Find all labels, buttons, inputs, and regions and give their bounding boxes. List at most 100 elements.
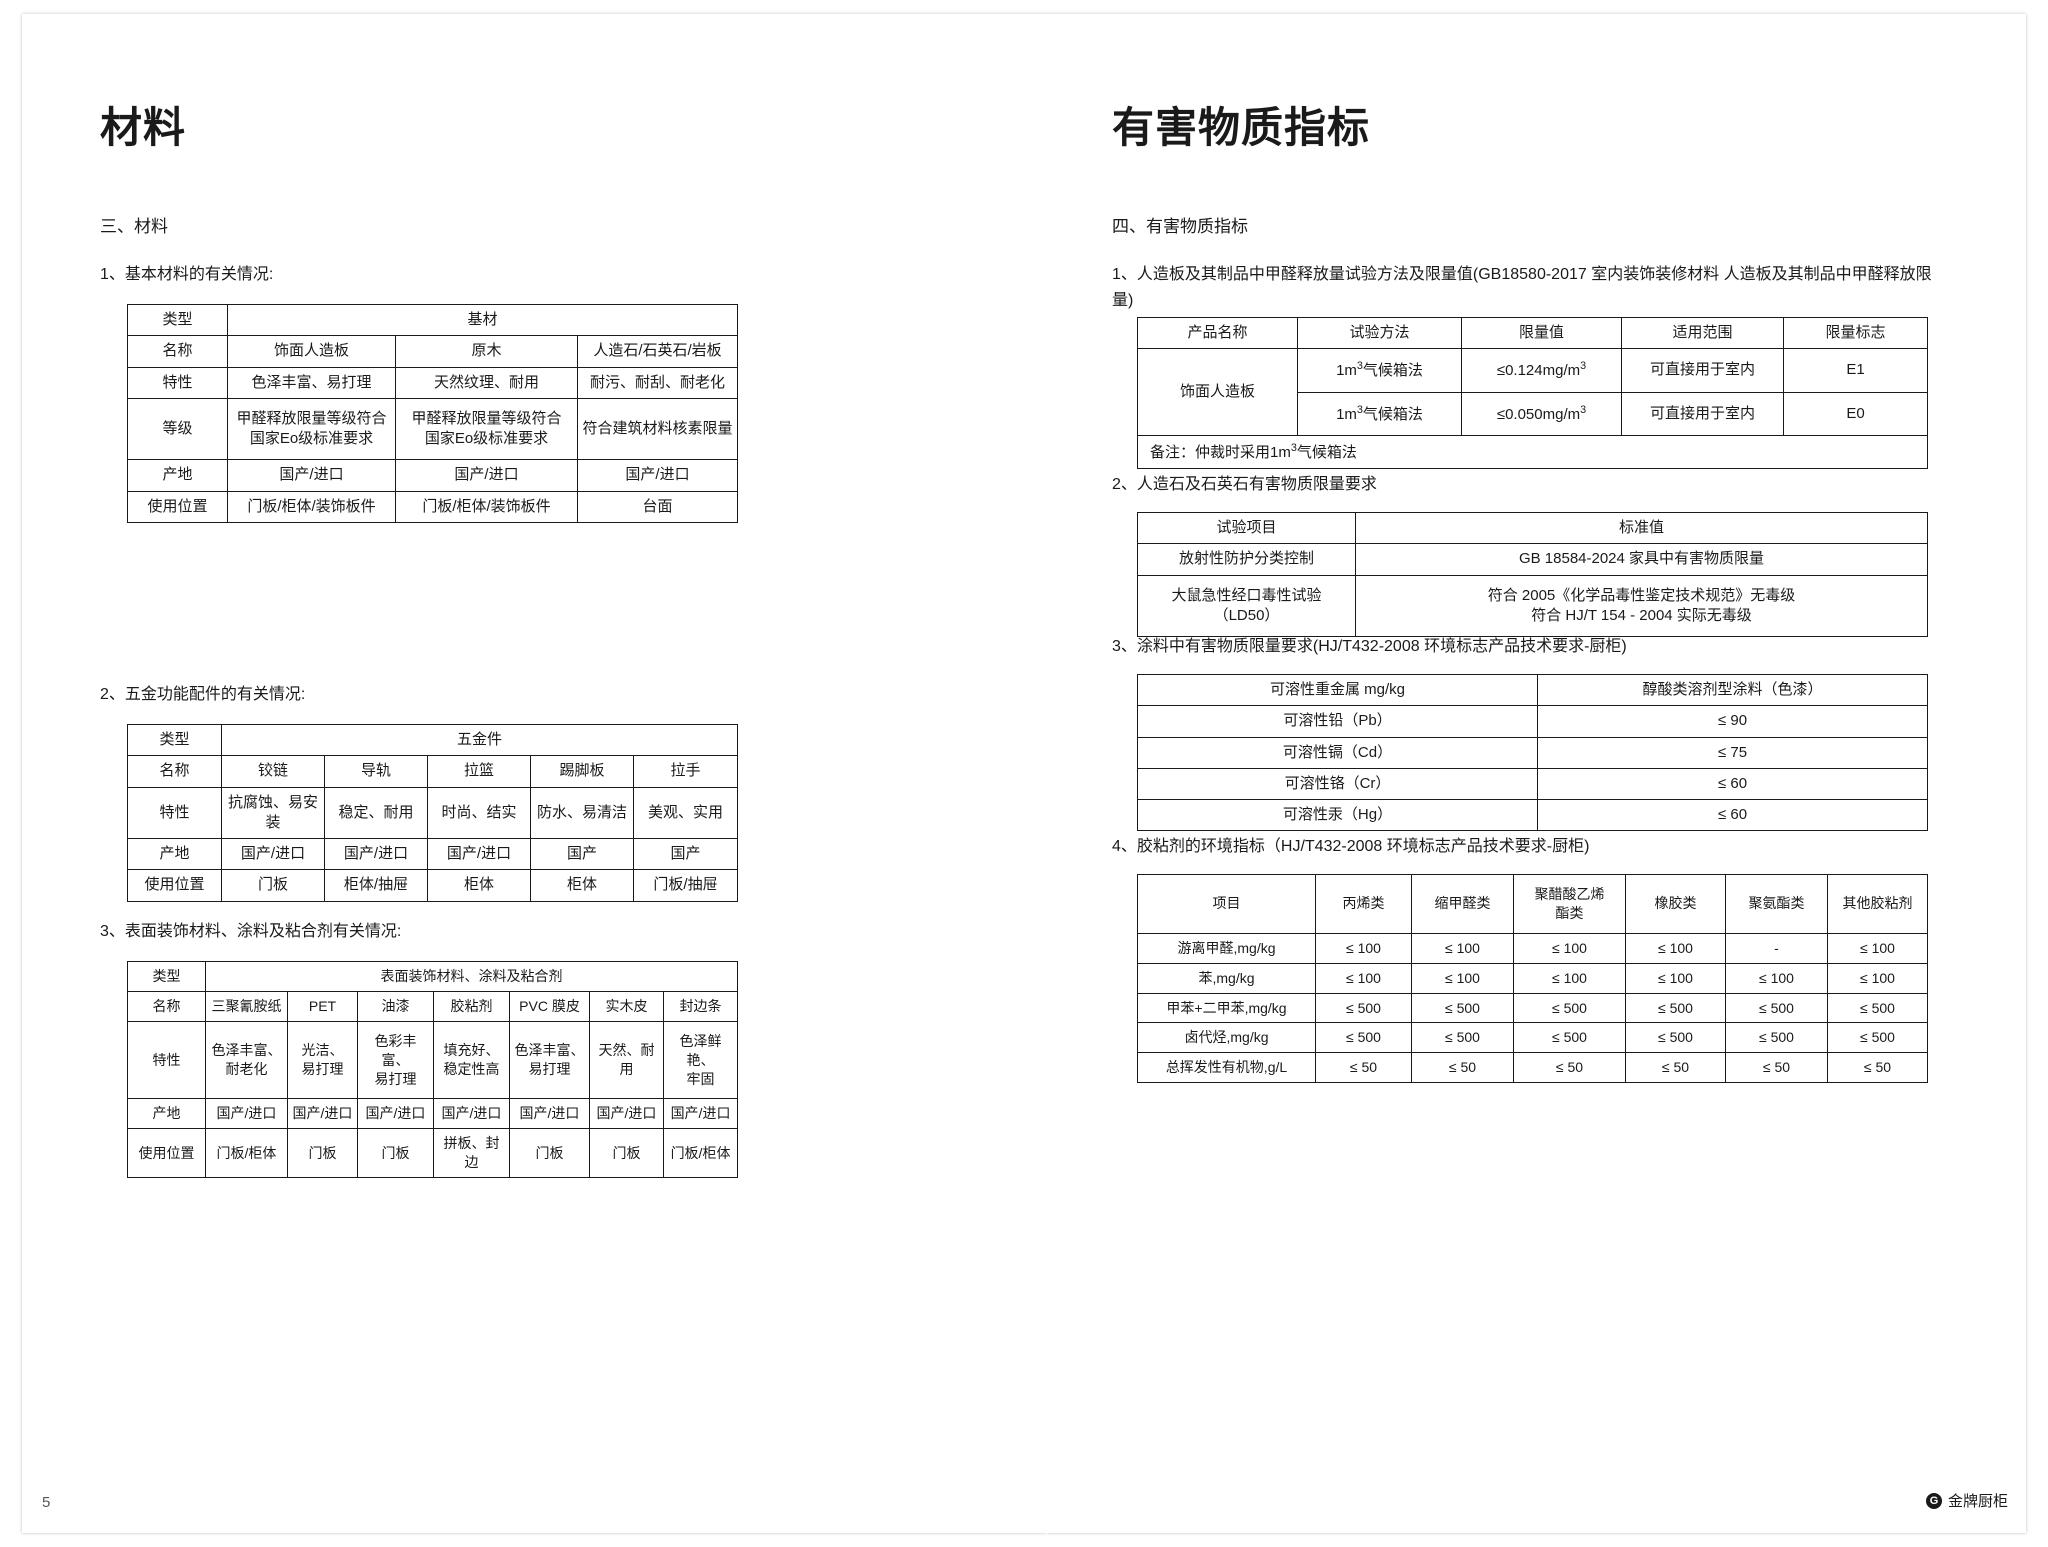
table-cell: 色泽丰富、易打理: [509, 1020, 590, 1100]
table-row: 苯,mg/kg ≤ 100 ≤ 100 ≤ 100 ≤ 100 ≤ 100 ≤ 100: [1137, 962, 1928, 994]
table-cell: 稳定、耐用: [324, 786, 428, 839]
right-sub-heading-2: 2、人造石及石英石有害物质限量要求: [1112, 476, 1377, 493]
table-cell: ≤ 90: [1537, 705, 1928, 738]
table-cell: 踢脚板: [530, 755, 634, 788]
table-cell: ≤ 100: [1827, 932, 1928, 964]
table-header-row: 试验项目 标准值: [1137, 511, 1928, 545]
table-row: 可溶性汞（Hg） ≤ 60: [1137, 798, 1928, 832]
table-cell: ≤ 50: [1315, 1052, 1412, 1084]
group-header-cell: 基材: [226, 303, 739, 337]
table-cell: ≤ 60: [1537, 767, 1928, 801]
row-label-cell: 卤代烃,mg/kg: [1137, 1022, 1316, 1054]
table-cell: ≤ 100: [1625, 932, 1726, 964]
table-header-row: 类型 五金件: [127, 723, 739, 757]
table-cell: 色泽丰富、 耐老化: [205, 1020, 288, 1100]
page-number: 5: [42, 1494, 51, 1511]
table-cell: 封边条: [662, 990, 739, 1022]
column-header-cell: 限量值: [1461, 316, 1622, 350]
row-label-cell: 可溶性镉（Cd）: [1137, 736, 1538, 769]
table-cell: 门板: [589, 1128, 664, 1179]
table-cell: 原木: [395, 335, 578, 368]
table-cell: ≤ 50: [1625, 1052, 1726, 1084]
page-gutter: [1046, 28, 1047, 1547]
page-spread: 材料 三、材料 1、基本材料的有关情况: 类型 基材 名称 饰面人造板 原木 人造石/石英…: [22, 14, 2026, 1547]
row-label-cell: 甲苯+二甲苯,mg/kg: [1137, 992, 1316, 1024]
table-cell: 国产: [530, 837, 634, 871]
table-row: 总挥发性有机物,g/L ≤ 50 ≤ 50 ≤ 50 ≤ 50 ≤ 50 ≤ 50: [1137, 1052, 1928, 1084]
formaldehyde-table: 产品名称 试验方法 限量值 适用范围 限量标志 饰面人造板 1m3气候箱法 ≤0.124mg/…: [1137, 316, 1928, 470]
table-cell: ≤ 100: [1411, 962, 1514, 994]
column-header-cell: 标准值: [1355, 511, 1928, 545]
table-cell: ≤ 100: [1411, 932, 1514, 964]
table-cell: 色泽鲜艳、 牢固: [662, 1020, 739, 1100]
table-cell: 天然、耐用: [589, 1020, 664, 1100]
type-label-cell: 类型: [127, 303, 228, 337]
row-label-cell: 可溶性铬（Cr）: [1137, 767, 1538, 801]
standard-value-cell: 符合 2005《化学品毒性鉴定技术规范》无毒级 符合 HJ/T 154 - 200…: [1355, 574, 1928, 637]
table-row: 饰面人造板 1m3气候箱法 ≤0.124mg/m3 可直接用于室内 E1: [1137, 348, 1928, 436]
adhesive-table: 项目 丙烯类 缩甲醛类 聚醋酸乙烯 酯类 橡胶类 聚氨酯类 其他胶粘剂 游离甲醛,mg/kg ≤ …: [1137, 874, 1928, 1084]
table-row: 放射性防护分类控制 GB 18584-2024 家具中有害物质限量: [1137, 543, 1928, 576]
table-row: 使用位置 门板/柜体 门板 门板 拼板、封边 门板 门板 门板/柜体: [127, 1128, 739, 1179]
row-label-cell: 总挥发性有机物,g/L: [1137, 1052, 1316, 1084]
product-name-cell: 饰面人造板: [1137, 348, 1298, 436]
table-cell: 国产/进口: [509, 1098, 590, 1130]
table-cell: ≤ 500: [1725, 992, 1828, 1024]
table-cell: 国产/进口: [662, 1098, 739, 1130]
column-header-cell: 缩甲醛类: [1411, 874, 1514, 934]
table-header-row: 可溶性重金属 mg/kg 醇酸类溶剂型涂料（色漆）: [1137, 673, 1928, 707]
column-header-cell: 醇酸类溶剂型涂料（色漆）: [1537, 673, 1928, 707]
column-header-cell: 产品名称: [1137, 316, 1298, 350]
table-cell: 美观、实用: [632, 786, 739, 839]
left-sub-heading-3: 3、表面装饰材料、涂料及粘合剂有关情况:: [100, 923, 402, 940]
table-row: 可溶性铅（Pb） ≤ 90: [1137, 705, 1928, 738]
table-cell: 国产/进口: [427, 837, 531, 871]
table-header-row: 产品名称 试验方法 限量值 适用范围 限量标志: [1137, 316, 1928, 350]
table-cell: 抗腐蚀、易安装: [221, 786, 325, 839]
table-cell: 门板/抽屉: [632, 869, 739, 902]
table-cell: ≤ 100: [1315, 932, 1412, 964]
table-cell: 柜体: [530, 869, 634, 902]
table-cell: ≤ 100: [1513, 932, 1626, 964]
table-row: 产地 国产/进口 国产/进口 国产/进口 国产 国产: [127, 837, 739, 871]
column-header-cell: 橡胶类: [1625, 874, 1726, 934]
table-cell: 拉手: [632, 755, 739, 788]
table-cell: E0: [1783, 391, 1928, 436]
table-cell: 门板/柜体/装饰板件: [227, 490, 396, 523]
row-label-cell: 苯,mg/kg: [1137, 962, 1316, 994]
table-cell: 天然纹理、耐用: [395, 366, 578, 399]
table-row: 使用位置 门板 柜体/抽屉 柜体 柜体 门板/抽屉: [127, 869, 739, 902]
table-cell: 导轨: [324, 755, 428, 788]
table-cell: 填充好、 稳定性高: [433, 1020, 510, 1100]
table-row: 名称 饰面人造板 原木 人造石/石英石/岩板: [127, 335, 739, 368]
table-cell: 人造石/石英石/岩板: [576, 335, 739, 368]
row-label-cell: 特性: [127, 1020, 206, 1100]
table-cell: 饰面人造板: [227, 335, 396, 368]
table-cell: 门板/柜体: [662, 1128, 739, 1179]
column-header-cell: 项目: [1137, 874, 1316, 934]
table-cell: 胶粘剂: [433, 990, 510, 1022]
table-cell: 可直接用于室内: [1621, 391, 1784, 436]
table-cell: ≤ 50: [1411, 1052, 1514, 1084]
table-row: 使用位置 门板/柜体/装饰板件 门板/柜体/装饰板件 台面: [127, 490, 739, 523]
table-row: 大鼠急性经口毒性试验 （LD50） 符合 2005《化学品毒性鉴定技术规范》无毒级符…: [1137, 574, 1928, 637]
left-section-heading: 三、材料: [100, 217, 168, 236]
table-row: 可溶性镉（Cd） ≤ 75: [1137, 736, 1928, 769]
table-cell: 1m3气候箱法: [1297, 391, 1462, 436]
right-sub-heading-4: 4、胶粘剂的环境指标（HJ/T432-2008 环境标志产品技术要求-厨柜): [1112, 838, 1590, 855]
table-cell: ≤ 500: [1315, 992, 1412, 1024]
table-cell: 门板: [287, 1128, 358, 1179]
table-cell: 国产: [632, 837, 739, 871]
row-label-cell: 产地: [127, 459, 228, 492]
type-label-cell: 类型: [127, 723, 222, 757]
table-cell: ≤ 100: [1315, 962, 1412, 994]
table-cell: 三聚氰胺纸: [205, 990, 288, 1022]
table-row: 特性 色泽丰富、易打理 天然纹理、耐用 耐污、耐刮、耐老化: [127, 366, 739, 399]
table-cell: ≤ 50: [1725, 1052, 1828, 1084]
table-cell: 拼板、封边: [433, 1128, 510, 1179]
row-label-cell: 等级: [127, 397, 228, 461]
table-cell: 国产/进口: [205, 1098, 288, 1130]
table-cell: 柜体/抽屉: [324, 869, 428, 902]
table-row: 游离甲醛,mg/kg ≤ 100 ≤ 100 ≤ 100 ≤ 100- ≤ 100: [1137, 932, 1928, 964]
table-cell: 台面: [576, 490, 739, 523]
